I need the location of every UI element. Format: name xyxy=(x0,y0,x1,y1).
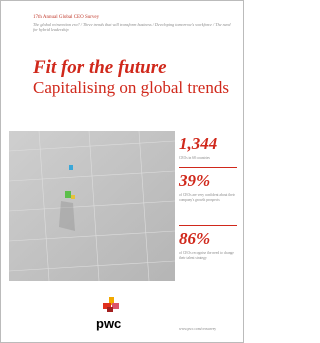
cover: 17th Annual Global CEO Survey The global… xyxy=(0,0,244,343)
subtitle: Capitalising on global trends xyxy=(33,79,233,97)
series-list: The global reinvention era? / Three tren… xyxy=(33,22,233,32)
stat-value: 39% xyxy=(179,171,210,191)
stat-caption: of CEOs are very confident about their c… xyxy=(179,193,237,202)
stat-caption: CEOs in 68 countries xyxy=(179,156,237,161)
title: Fit for the future xyxy=(33,57,167,79)
stat-value: 1,344 xyxy=(179,134,217,154)
stat-caption: of CEOs recognise the need to change the… xyxy=(179,251,237,260)
cover-photo xyxy=(9,131,175,281)
logo: pwc xyxy=(96,316,121,331)
logo-mark xyxy=(101,297,123,313)
survey-label: 17th Annual Global CEO Survey xyxy=(33,15,99,20)
stat-value: 86% xyxy=(179,229,210,249)
url: www.pwc.com/ceosurvey xyxy=(179,327,216,331)
